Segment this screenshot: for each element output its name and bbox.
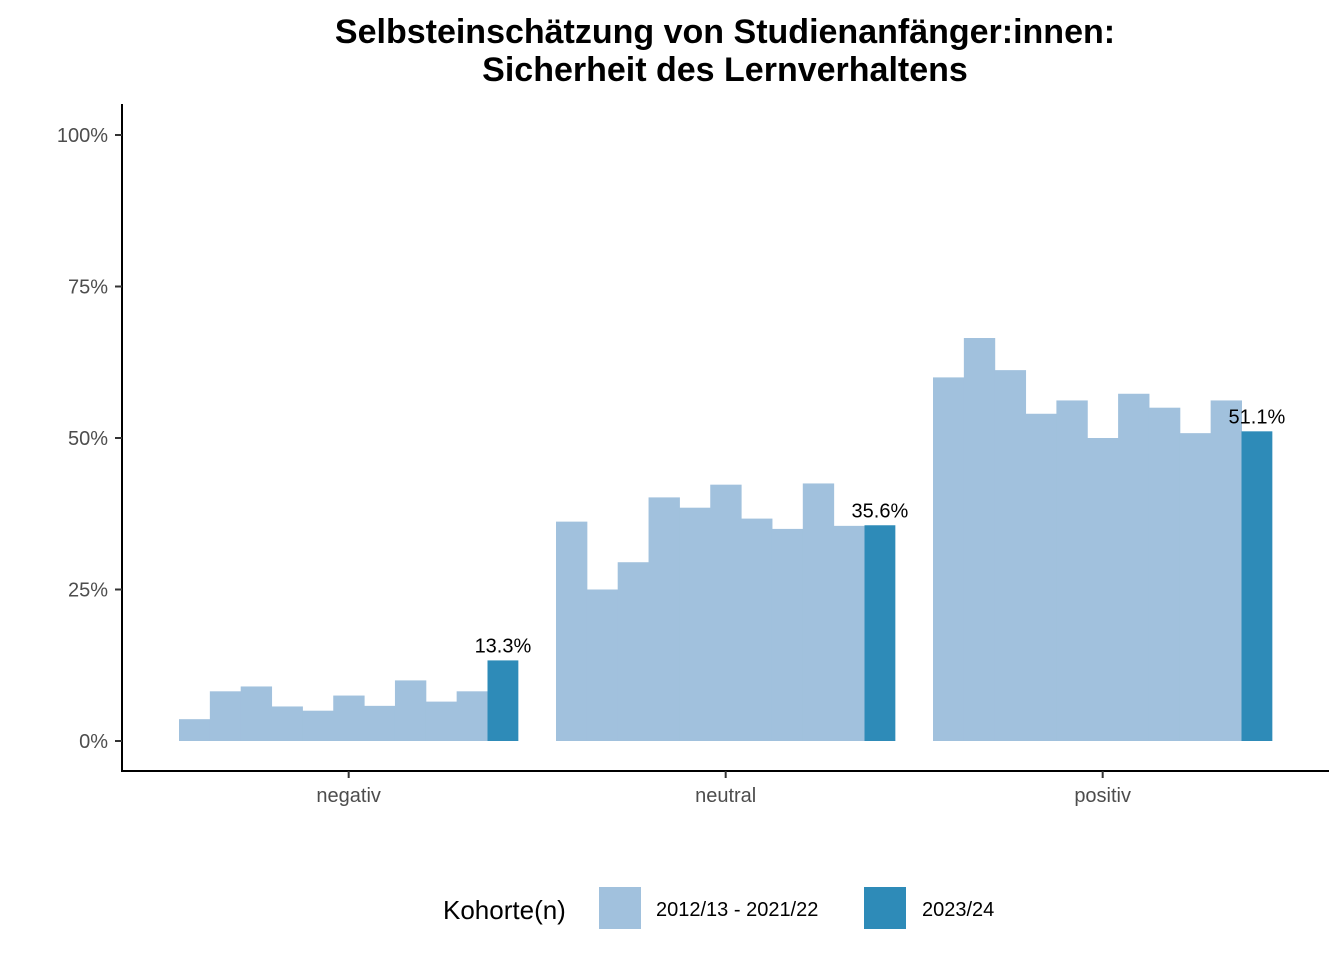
chart-title-line-2: Sicherheit des Lernverhaltens bbox=[482, 51, 968, 89]
bar-historic-negativ-4 bbox=[271, 706, 303, 741]
bar-historic-neutral-5 bbox=[679, 507, 711, 741]
bar-historic-neutral-4 bbox=[648, 497, 680, 741]
legend-title: Kohorte(n) bbox=[443, 895, 566, 925]
bar-historic-neutral-6 bbox=[710, 484, 742, 741]
bar-historic-neutral-9 bbox=[802, 483, 835, 741]
bar-historic-positiv-6 bbox=[1087, 438, 1119, 741]
bar-historic-neutral-2 bbox=[586, 589, 619, 741]
y-tick-label: 100% bbox=[57, 125, 108, 147]
data-labels-layer: 13.3% 35.6% 51.1% bbox=[475, 406, 1286, 657]
bar-historic-positiv-1 bbox=[933, 377, 965, 741]
y-axis-ticks: 0% 25% 50% 75% 100% bbox=[57, 125, 122, 753]
bar-historic-positiv-9 bbox=[1179, 433, 1212, 741]
legend-swatch-historic bbox=[599, 887, 641, 929]
y-tick-label: 25% bbox=[68, 580, 108, 602]
bar-historic-positiv-2 bbox=[963, 338, 996, 741]
bar-historic-positiv-5 bbox=[1056, 400, 1088, 741]
bar-historic-positiv-3 bbox=[994, 370, 1027, 741]
data-label-negativ: 13.3% bbox=[475, 635, 532, 657]
bar-historic-positiv-7 bbox=[1118, 393, 1150, 741]
bars-layer bbox=[179, 338, 1273, 741]
y-tick-label: 50% bbox=[68, 428, 108, 450]
bar-historic-neutral-3 bbox=[617, 562, 650, 741]
bar-historic-negativ-5 bbox=[302, 710, 334, 741]
legend: Kohorte(n) 2012/13 - 2021/22 2023/24 bbox=[443, 887, 994, 929]
data-label-positiv: 51.1% bbox=[1229, 406, 1286, 428]
bar-historic-negativ-3 bbox=[240, 686, 273, 741]
data-label-neutral: 35.6% bbox=[852, 500, 909, 522]
x-tick-label-neutral: neutral bbox=[695, 785, 756, 807]
x-tick-label-positiv: positiv bbox=[1074, 785, 1131, 807]
bar-historic-negativ-9 bbox=[425, 701, 458, 741]
bar-current-positiv bbox=[1241, 431, 1273, 741]
bar-historic-positiv-10 bbox=[1210, 400, 1242, 741]
legend-swatch-current bbox=[864, 887, 906, 929]
legend-label-historic: 2012/13 - 2021/22 bbox=[656, 899, 818, 921]
legend-label-current: 2023/24 bbox=[922, 899, 994, 921]
bar-current-neutral bbox=[864, 525, 896, 741]
bar-historic-neutral-10 bbox=[833, 525, 865, 741]
bar-historic-negativ-2 bbox=[209, 691, 242, 741]
bar-historic-negativ-10 bbox=[456, 691, 488, 741]
bar-historic-positiv-8 bbox=[1148, 407, 1181, 741]
bar-historic-neutral-7 bbox=[741, 518, 773, 741]
bar-historic-negativ-1 bbox=[179, 719, 211, 741]
bar-historic-negativ-6 bbox=[333, 695, 365, 741]
chart-title-line-1: Selbsteinschätzung von Studienanfänger:i… bbox=[335, 13, 1115, 51]
bar-historic-neutral-8 bbox=[771, 528, 804, 741]
bar-historic-neutral-1 bbox=[556, 521, 588, 741]
bar-historic-negativ-8 bbox=[394, 680, 427, 741]
bar-historic-negativ-7 bbox=[364, 705, 396, 741]
x-tick-label-negativ: negativ bbox=[316, 785, 381, 807]
x-axis-ticks: negativ neutral positiv bbox=[316, 771, 1131, 807]
bar-historic-positiv-4 bbox=[1025, 413, 1057, 741]
y-tick-label: 75% bbox=[68, 277, 108, 299]
bar-current-negativ bbox=[487, 660, 519, 741]
y-tick-label: 0% bbox=[79, 731, 108, 753]
